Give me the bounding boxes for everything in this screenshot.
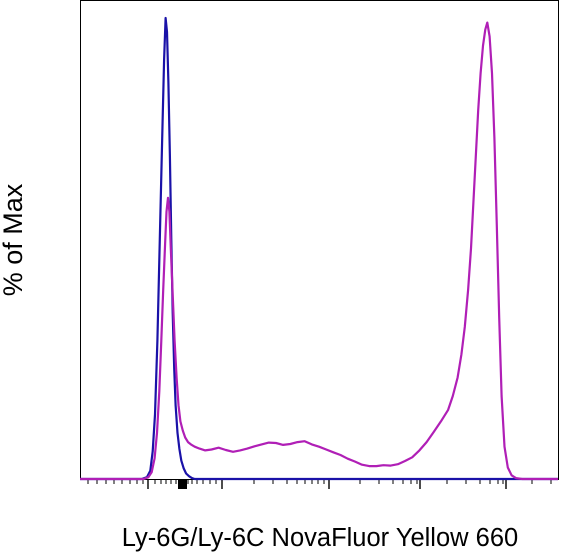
plot-frame bbox=[80, 0, 559, 480]
y-axis-label: % of Max bbox=[0, 183, 28, 296]
series-line-1 bbox=[80, 16, 558, 481]
series-layer bbox=[80, 16, 558, 481]
x-axis-label: Ly-6G/Ly-6C NovaFluor Yellow 660 bbox=[122, 524, 518, 552]
x-axis-tick-cluster bbox=[178, 479, 187, 489]
x-axis-ticks bbox=[87, 479, 552, 489]
series-line-2 bbox=[80, 21, 558, 481]
